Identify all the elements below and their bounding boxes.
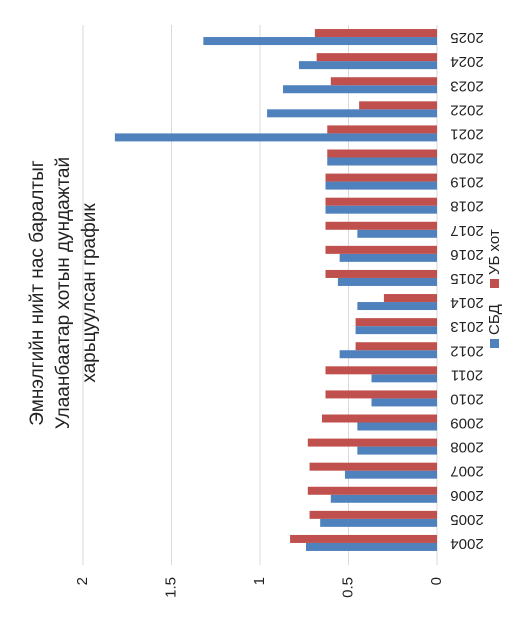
bar bbox=[203, 37, 437, 46]
bar bbox=[325, 173, 437, 182]
bar bbox=[337, 277, 438, 286]
bar bbox=[357, 446, 438, 455]
bar bbox=[283, 85, 438, 94]
y-tick-label: 2 bbox=[74, 577, 91, 585]
bar bbox=[344, 470, 437, 479]
bar bbox=[359, 101, 437, 110]
bar bbox=[325, 366, 437, 375]
bar bbox=[325, 269, 437, 278]
bar bbox=[327, 157, 438, 166]
x-tick-label: 2004 bbox=[450, 535, 483, 552]
bar bbox=[325, 181, 437, 190]
bar bbox=[309, 462, 437, 471]
bar bbox=[327, 125, 438, 134]
legend-swatch bbox=[490, 279, 499, 288]
x-tick-label: 2019 bbox=[450, 174, 483, 191]
x-tick-label: 2016 bbox=[450, 246, 483, 263]
bar bbox=[371, 374, 438, 383]
x-tick-label: 2012 bbox=[450, 342, 483, 359]
bar bbox=[307, 438, 438, 447]
bar bbox=[330, 494, 437, 503]
bar bbox=[325, 390, 437, 399]
bar bbox=[290, 534, 437, 543]
bar bbox=[357, 302, 438, 311]
bar bbox=[325, 197, 437, 206]
legend-label: УБ хот bbox=[486, 229, 503, 275]
x-tick-label: 2006 bbox=[450, 487, 483, 504]
bar bbox=[307, 486, 438, 495]
bar bbox=[320, 518, 437, 527]
bar bbox=[371, 398, 438, 407]
x-tick-label: 2011 bbox=[451, 366, 483, 383]
bar bbox=[309, 510, 437, 519]
bar bbox=[325, 205, 437, 214]
bar bbox=[114, 133, 438, 142]
chart-title: Эмнэлгийн нийт нас баралтыг bbox=[27, 160, 48, 425]
x-tick-label: 2023 bbox=[450, 77, 483, 94]
y-tick-label: 0 bbox=[428, 577, 445, 585]
bar bbox=[316, 53, 438, 62]
bar bbox=[325, 245, 437, 254]
x-tick-label: 2014 bbox=[450, 294, 483, 311]
bar bbox=[298, 61, 437, 70]
x-tick-label: 2017 bbox=[450, 222, 483, 239]
x-tick-label: 2022 bbox=[450, 101, 483, 118]
bar bbox=[314, 29, 437, 38]
x-tick-label: 2015 bbox=[450, 270, 483, 287]
bar bbox=[327, 149, 438, 158]
bar bbox=[383, 294, 437, 303]
y-tick-label: 0.5 bbox=[339, 577, 356, 598]
bar bbox=[355, 318, 437, 327]
x-tick-label: 2021 bbox=[450, 125, 483, 142]
x-tick-label: 2020 bbox=[450, 150, 483, 167]
bar bbox=[355, 342, 437, 351]
chart-title: харьцуулсан график bbox=[79, 203, 100, 383]
bar bbox=[321, 414, 438, 423]
x-tick-label: 2005 bbox=[450, 511, 483, 528]
y-tick-label: 1.5 bbox=[162, 577, 179, 598]
bar bbox=[339, 253, 437, 262]
x-tick-label: 2018 bbox=[450, 198, 483, 215]
y-tick-label: 1 bbox=[251, 577, 268, 585]
x-tick-label: 2009 bbox=[450, 415, 483, 432]
bar bbox=[339, 350, 437, 359]
bar bbox=[306, 542, 437, 551]
x-tick-label: 2024 bbox=[450, 53, 483, 70]
chart-body: 0 0.5 1 1.5 2 Эмнэлгийн нийт нас баралтыг Улаа… bbox=[27, 25, 503, 598]
bar bbox=[355, 326, 437, 335]
chart-title: Улаанбаатар хотын дундажтай bbox=[53, 157, 74, 429]
bar bbox=[330, 77, 437, 86]
x-tick-label: 2008 bbox=[450, 439, 483, 456]
x-tick-label: 2013 bbox=[450, 318, 483, 335]
bar bbox=[325, 221, 437, 230]
x-tick-label: 2025 bbox=[450, 29, 483, 46]
legend-label: СБД bbox=[486, 304, 503, 335]
legend-swatch bbox=[490, 339, 499, 348]
x-tick-label: 2007 bbox=[450, 463, 483, 480]
bar bbox=[267, 109, 437, 118]
bar bbox=[357, 229, 438, 238]
bar bbox=[357, 422, 438, 431]
x-tick-label: 2010 bbox=[450, 390, 483, 407]
